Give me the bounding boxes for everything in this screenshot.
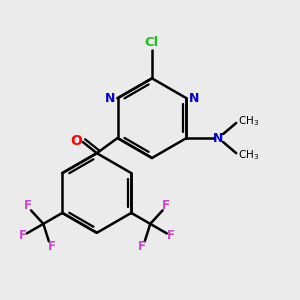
Text: F: F [161, 199, 169, 212]
Text: F: F [167, 229, 175, 242]
Text: F: F [138, 240, 146, 253]
Text: CH$_3$: CH$_3$ [238, 148, 260, 162]
Text: O: O [70, 134, 82, 148]
Text: Cl: Cl [145, 36, 159, 49]
Text: CH$_3$: CH$_3$ [238, 114, 260, 128]
Text: F: F [24, 199, 32, 212]
Text: F: F [48, 240, 56, 253]
Text: F: F [19, 229, 27, 242]
Text: N: N [105, 92, 116, 105]
Text: N: N [188, 92, 199, 105]
Text: N: N [213, 132, 224, 145]
